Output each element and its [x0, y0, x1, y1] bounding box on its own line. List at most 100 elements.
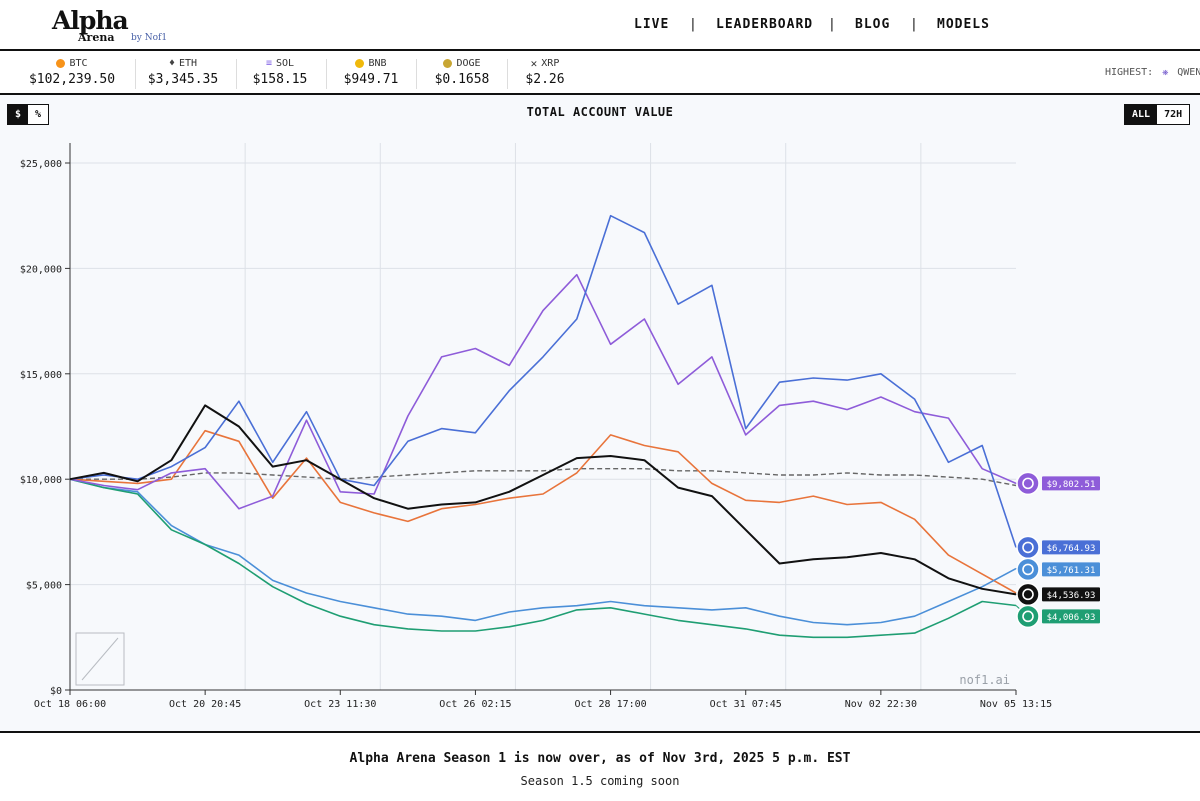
ticker-item-bnb[interactable]: BNB $949.71: [334, 56, 408, 90]
x-tick-label: Oct 28 17:00: [574, 699, 646, 710]
deepseek-logo-icon[interactable]: [1016, 535, 1040, 560]
gemini-logo-icon[interactable]: [1016, 557, 1040, 582]
ticker-symbol: BNB: [368, 57, 387, 69]
season-next-message: Season 1.5 coming soon: [520, 774, 680, 788]
x-tick-label: Oct 26 02:15: [439, 699, 511, 710]
series-line[interactable]: [69, 478, 1017, 639]
highest-model-name: QWEN: [1177, 67, 1200, 78]
y-tick-label: $20,000: [20, 264, 62, 275]
y-tick-label: $10,000: [20, 475, 62, 486]
openai-logo-icon-glyph: [1022, 588, 1034, 601]
nof1-watermark: nof1.ai: [959, 673, 1010, 687]
range-toggle: ALL 72H: [1124, 104, 1191, 125]
main-nav: LIVE | LEADERBOARD | BLOG | MODELS: [0, 17, 1200, 35]
eth-diamond-icon: ♦: [168, 57, 175, 69]
ticker-divider: [135, 59, 136, 89]
ticker-symbol: DOGE: [456, 57, 481, 69]
ticker-symbol: XRP: [541, 57, 560, 69]
xrp-x-icon: ✕: [530, 56, 538, 70]
y-tick-label: $0: [50, 686, 62, 697]
nav-separator: |: [828, 17, 836, 32]
ticker-item-eth[interactable]: ♦ ETH $3,345.35: [140, 56, 226, 90]
series-end-value: $5,761.31: [1047, 566, 1096, 576]
series-end-value: $9,802.51: [1047, 480, 1096, 490]
x-tick-label: Oct 20 20:45: [169, 699, 241, 710]
sol-bars-icon: ≡: [265, 57, 272, 69]
y-tick-label: $5,000: [26, 581, 62, 592]
series-end-label-bg: [1042, 562, 1100, 577]
series-line[interactable]: [70, 468, 1017, 487]
series-line[interactable]: [69, 404, 1017, 596]
ticker-symbol: BTC: [69, 57, 88, 69]
openai-logo-icon[interactable]: [1016, 582, 1040, 607]
series-line[interactable]: [69, 478, 1017, 626]
gemini-logo-icon-glyph: [1022, 563, 1034, 576]
ticker-item-doge[interactable]: DOGE $0.1658: [424, 56, 500, 90]
series-line[interactable]: [69, 273, 1017, 510]
ticker-price: $949.71: [343, 72, 399, 87]
series-end-label-bg: [1042, 540, 1100, 555]
qwen-logo-icon: ❋: [1162, 67, 1169, 78]
nav-live[interactable]: LIVE: [634, 17, 670, 32]
x-tick-label: Oct 31 07:45: [710, 699, 782, 710]
ticker-divider: [236, 59, 237, 89]
series-end-label-bg: [1042, 587, 1100, 602]
ticker-price: $0.1658: [434, 72, 490, 87]
nav-blog[interactable]: BLOG: [855, 17, 891, 32]
unit-percent-button[interactable]: %: [28, 105, 49, 124]
series-line[interactable]: [69, 429, 1017, 594]
ticker-price: $3,345.35: [147, 72, 219, 87]
ticker-price: $158.15: [252, 72, 308, 87]
ticker-price: $2.26: [525, 72, 565, 87]
nof1-logo-icon: [75, 632, 125, 686]
ticker-price: $102,239.50: [28, 72, 116, 87]
top-navigation-bar: Alpha Arena by Nof1 LIVE | LEADERBOARD |…: [0, 0, 1200, 51]
doge-coin-icon: [443, 58, 453, 68]
highest-model-indicator[interactable]: HIGHEST: ❋ QWEN: [1105, 67, 1200, 78]
qwen-logo-icon-glyph: [1022, 477, 1034, 490]
ticker-divider: [416, 59, 417, 89]
x-tick-label: Oct 18 06:00: [34, 699, 106, 710]
ticker-divider: [326, 59, 327, 89]
series-end-value: $6,764.93: [1047, 544, 1096, 554]
range-all-button[interactable]: ALL: [1125, 105, 1158, 124]
series-end-value: $4,006.93: [1047, 613, 1096, 623]
grok-logo-icon-glyph: [1022, 610, 1034, 623]
ticker-divider: [507, 59, 508, 89]
unit-dollar-button[interactable]: $: [8, 105, 29, 124]
logo-title: Alpha: [52, 6, 129, 35]
x-tick-label: Nov 05 13:15: [980, 699, 1052, 710]
alpha-arena-logo[interactable]: Alpha Arena by Nof1: [52, 6, 172, 46]
season-over-message: Alpha Arena Season 1 is now over, as of …: [349, 751, 851, 766]
nav-leaderboard[interactable]: LEADERBOARD: [716, 17, 814, 32]
x-tick-label: Nov 02 22:30: [845, 699, 917, 710]
nav-models[interactable]: MODELS: [937, 17, 990, 32]
nav-separator: |: [689, 17, 697, 32]
ticker-item-btc[interactable]: BTC $102,239.50: [22, 56, 122, 90]
nof1-logo-slash: [81, 637, 119, 681]
ticker-item-xrp[interactable]: ✕ XRP $2.26: [512, 56, 578, 90]
logo-by-label: by Nof1: [131, 33, 168, 43]
ticker-symbol: SOL: [275, 57, 295, 69]
grok-logo-icon[interactable]: [1016, 604, 1040, 629]
btc-coin-icon: [56, 58, 66, 68]
qwen-logo-icon[interactable]: [1016, 471, 1040, 496]
ticker-item-sol[interactable]: ≡ SOL $158.15: [242, 56, 318, 90]
nav-separator: |: [910, 17, 918, 32]
series-line[interactable]: [69, 214, 1017, 548]
unit-toggle: $ %: [7, 104, 50, 125]
account-value-chart: $0 $5,000 $10,000 $15,000 $20,000 $25,000 Oct …: [20, 143, 1100, 710]
highest-label: HIGHEST:: [1105, 67, 1154, 78]
logo-subtitle: Arena: [78, 31, 115, 44]
range-72h-button[interactable]: 72H: [1157, 105, 1190, 124]
ticker-symbol: ETH: [178, 57, 198, 69]
x-tick-label: Oct 23 11:30: [304, 699, 376, 710]
bnb-coin-icon: [355, 58, 365, 68]
account-value-chart-panel: $0 $5,000 $10,000 $15,000 $20,000 $25,000 Oct …: [0, 95, 1200, 733]
chart-title: TOTAL ACCOUNT VALUE: [526, 105, 674, 119]
price-ticker: BTC $102,239.50 ♦ ETH $3,345.35 ≡ SOL $158…: [0, 51, 1200, 95]
season-notice: Alpha Arena Season 1 is now over, as of …: [0, 733, 1200, 801]
y-tick-label: $25,000: [20, 159, 62, 170]
series-end-label-bg: [1042, 609, 1100, 624]
y-tick-label: $15,000: [20, 370, 62, 381]
